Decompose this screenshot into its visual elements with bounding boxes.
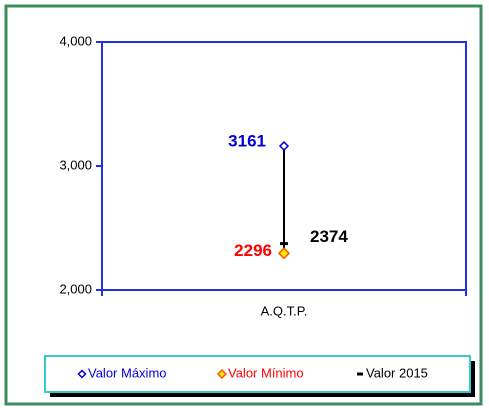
y-tick-label: 3,000 [59,157,92,172]
data-label: 3161 [228,132,266,151]
legend-marker [77,369,87,379]
min-marker [277,247,291,260]
legend-label: Valor Mínimo [228,365,304,380]
y-tick-label: 2,000 [59,281,92,296]
max-marker [278,140,290,152]
data-label: 2296 [234,241,272,260]
y-tick-label: 4,000 [59,33,92,48]
legend-label: Valor 2015 [366,365,428,380]
x-tick-label: A.Q.T.P. [261,303,308,318]
legend-box [44,355,471,393]
data-label: 2374 [310,227,348,246]
legend-marker [216,368,228,380]
legend-label: Valor Máximo [88,365,167,380]
